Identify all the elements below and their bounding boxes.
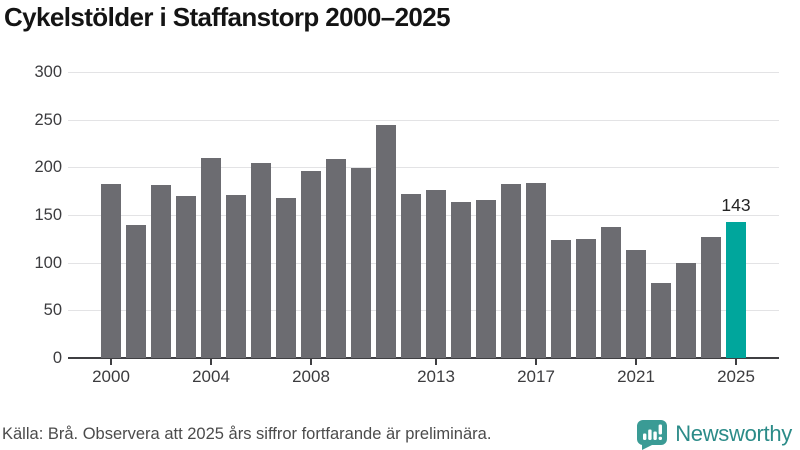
gridline-150 [68, 215, 779, 216]
bar-chart-plot-area: 0 50 100 150 200 250 300 143 2000 2004 2008 2013 201… [34, 63, 779, 386]
gridline-250 [68, 119, 779, 121]
brand-name: Newsworthy [675, 421, 792, 446]
x-axis-label-2017: 2017 [517, 367, 555, 386]
bar-2022 [651, 282, 671, 358]
bar-2013 [426, 190, 446, 358]
x-axis-label-2025: 2025 [717, 367, 755, 386]
x-axis-label-2000: 2000 [92, 367, 130, 386]
x-axis-label-2004: 2004 [192, 367, 230, 386]
source-note: Källa: Brå. Observera att 2025 års siffr… [2, 424, 492, 443]
newsworthy-bubble-icon [637, 419, 668, 450]
bar-2016 [501, 184, 521, 358]
x-axis-label-2013: 2013 [417, 367, 455, 386]
bar-2014 [451, 201, 471, 358]
x-axis-line [68, 357, 779, 359]
y-axis-label-250: 250 [34, 110, 62, 129]
chart-title: Cykelstölder i Staffanstorp 2000–2025 [4, 2, 451, 32]
bar-2020 [601, 227, 621, 358]
x-tick-2004 [210, 359, 212, 365]
gridline-100 [68, 262, 779, 264]
x-tick-2021 [635, 359, 637, 365]
y-axis-label-200: 200 [34, 158, 62, 177]
value-label-2025: 143 [721, 194, 751, 215]
y-axis-label-150: 150 [34, 206, 62, 224]
y-axis-label-100: 100 [34, 253, 62, 272]
bar-2000 [101, 183, 121, 358]
bar-2023 [676, 262, 696, 358]
bar-2006 [251, 162, 271, 358]
bar-2018 [551, 239, 571, 358]
bar-2003 [176, 195, 196, 358]
x-tick-2008 [310, 359, 312, 365]
bar-2005 [226, 194, 246, 358]
bar-2012 [401, 194, 421, 358]
bar-2024 [701, 236, 721, 358]
bar-2009 [326, 158, 346, 358]
bar-2004 [201, 157, 221, 358]
bar-2002 [151, 185, 171, 358]
y-axis-label-0: 0 [52, 349, 62, 367]
bar-2001 [126, 224, 146, 358]
bar-2007 [276, 197, 296, 358]
bar-2011 [376, 125, 396, 358]
bar-chart-glyph [643, 424, 663, 440]
x-tick-2000 [110, 359, 112, 365]
newsworthy-logo[interactable]: Newsworthy [635, 419, 792, 450]
gridline-300 [68, 72, 779, 73]
bar-2015 [476, 199, 496, 358]
x-axis-label-2008: 2008 [292, 367, 330, 386]
bar-2010 [351, 168, 371, 358]
x-tick-2013 [435, 359, 437, 365]
y-axis-label-50: 50 [43, 301, 62, 320]
bar-2025-highlighted [726, 221, 746, 358]
gridline-200 [68, 167, 779, 169]
bar-2021 [626, 250, 646, 358]
gridline-50 [68, 310, 779, 312]
y-axis-label-300: 300 [34, 63, 62, 81]
x-axis-label-2021: 2021 [617, 367, 655, 386]
bar-2017 [526, 182, 546, 358]
bar-2008 [301, 171, 321, 358]
x-tick-2025 [735, 359, 737, 365]
bar-2019 [576, 238, 596, 358]
x-tick-2017 [535, 359, 537, 365]
chart-footer: Källa: Brå. Observera att 2025 års siffr… [2, 419, 792, 450]
